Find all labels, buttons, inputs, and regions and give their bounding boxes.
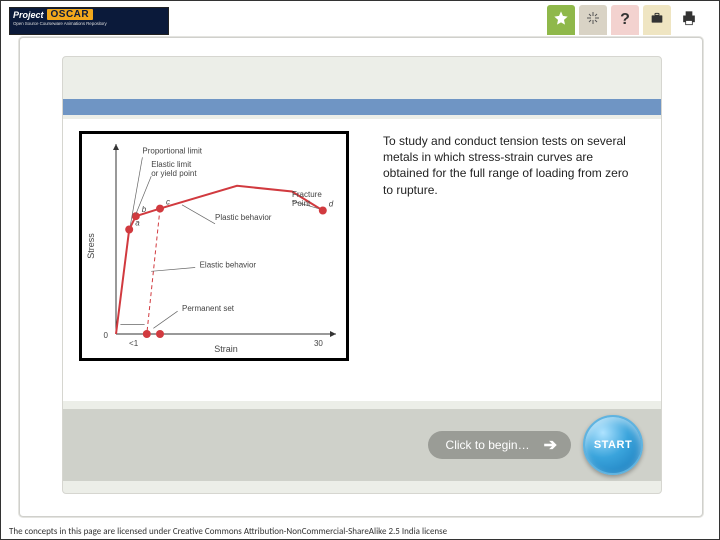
svg-text:Plastic behavior: Plastic behavior (215, 213, 272, 222)
arrow-right-icon: ➔ (544, 435, 557, 455)
header-band (63, 99, 661, 115)
chart-svg: StressStrain0<130abcdProportional limitE… (82, 134, 346, 358)
svg-text:Elastic behavior: Elastic behavior (200, 261, 257, 270)
app-frame: Project OSCAR Open Source Courseware Ani… (0, 0, 720, 540)
favorites-tab[interactable] (547, 5, 575, 35)
svg-text:Fracture: Fracture (292, 190, 322, 199)
begin-hint-label: Click to begin… (446, 438, 530, 452)
logo-brand-left: Project (13, 10, 44, 20)
help-tab[interactable]: ? (611, 5, 639, 35)
help-icon: ? (620, 11, 630, 29)
top-icon-bar: ? (547, 5, 703, 35)
action-bar: Click to begin… ➔ START (63, 409, 661, 481)
svg-text:d: d (329, 200, 334, 209)
svg-text:c: c (166, 198, 170, 207)
logo: Project OSCAR Open Source Courseware Ani… (9, 7, 169, 35)
begin-hint: Click to begin… ➔ (428, 431, 571, 459)
page-frame: StressStrain0<130abcdProportional limitE… (19, 37, 703, 517)
svg-text:Stress: Stress (86, 233, 96, 259)
print-button[interactable] (675, 5, 703, 35)
svg-text:0: 0 (104, 331, 109, 340)
sparkle-icon (585, 10, 601, 31)
start-button[interactable]: START (583, 415, 643, 475)
briefcase-icon (649, 10, 665, 31)
print-icon (679, 8, 699, 33)
svg-text:30: 30 (314, 339, 323, 348)
star-icon (553, 10, 569, 31)
logo-brand-right: OSCAR (47, 9, 94, 20)
svg-text:Proportional limit: Proportional limit (142, 147, 202, 156)
svg-text:or yield point: or yield point (151, 169, 197, 178)
logo-subtitle: Open Source Courseware Animations Reposi… (13, 21, 165, 26)
svg-text:<1: <1 (129, 339, 139, 348)
svg-text:Elastic limit: Elastic limit (151, 160, 192, 169)
resources-tab[interactable] (643, 5, 671, 35)
highlights-tab[interactable] (579, 5, 607, 35)
license-footer: The concepts in this page are licensed u… (9, 526, 447, 537)
content-panel: StressStrain0<130abcdProportional limitE… (62, 56, 662, 494)
svg-text:Point: Point (292, 199, 311, 208)
stress-strain-chart: StressStrain0<130abcdProportional limitE… (79, 131, 349, 361)
svg-text:b: b (142, 205, 147, 214)
start-button-label: START (594, 439, 632, 451)
content-area: StressStrain0<130abcdProportional limitE… (63, 119, 661, 401)
objective-text: To study and conduct tension tests on se… (383, 133, 635, 198)
svg-text:Permanent set: Permanent set (182, 304, 235, 313)
svg-text:Strain: Strain (214, 344, 238, 354)
